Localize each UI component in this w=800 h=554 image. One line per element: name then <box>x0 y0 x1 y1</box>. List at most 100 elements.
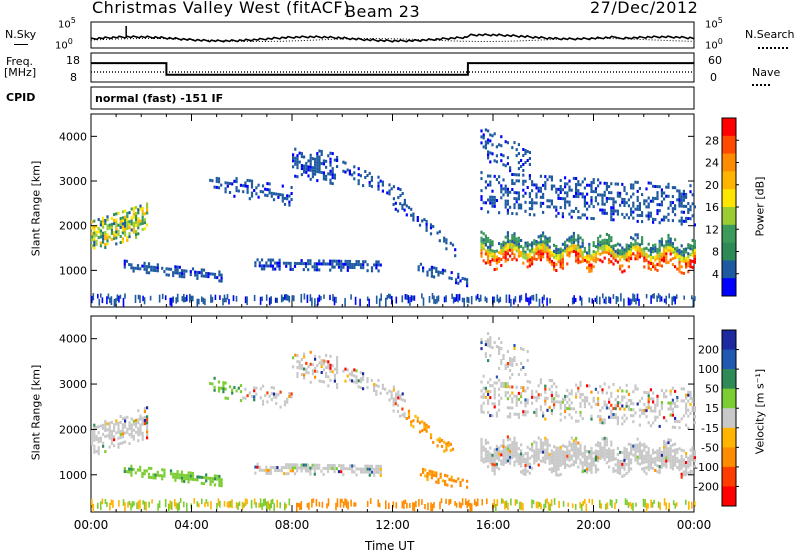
velocity-cell <box>564 463 567 466</box>
ground-scatter-cell <box>645 294 648 299</box>
power-cell <box>429 223 433 227</box>
power-cell <box>630 207 633 211</box>
velocity-colorbar-tick-label: 15 <box>705 402 719 415</box>
velocity-cell <box>689 469 692 473</box>
power-cell <box>489 151 492 155</box>
ground-scatter-velocity-cell <box>284 502 286 511</box>
velocity-cell <box>619 462 622 466</box>
power-cell <box>359 263 363 267</box>
velocity-cell <box>254 465 257 469</box>
ground-scatter-cell <box>694 296 696 301</box>
power-cell <box>561 212 564 216</box>
velocity-cell <box>605 455 608 459</box>
velocity-cell <box>480 380 483 384</box>
power-cell <box>198 271 201 275</box>
power-cell <box>630 183 633 187</box>
velocity-cell <box>647 391 650 395</box>
power-cell <box>535 246 538 249</box>
velocity-cell <box>351 373 354 377</box>
power-cell <box>671 251 674 255</box>
velocity-cell <box>268 394 271 398</box>
power-cell <box>619 249 622 253</box>
ground-scatter-cell <box>531 295 533 300</box>
ground-scatter-velocity-cell <box>148 501 150 508</box>
power-cell <box>331 182 334 186</box>
velocity-cell <box>93 435 96 439</box>
ground-scatter-cell <box>329 294 331 301</box>
velocity-cell <box>296 375 299 379</box>
power-colorbar-swatch <box>722 135 736 155</box>
power-cell <box>93 240 96 244</box>
power-cell <box>315 262 319 266</box>
power-cell <box>325 174 328 178</box>
velocity-cell <box>205 476 208 480</box>
power-cell <box>610 206 613 210</box>
velocity-cell <box>438 437 441 441</box>
power-cell <box>533 213 536 217</box>
power-cell <box>373 263 376 267</box>
power-cell <box>150 268 153 272</box>
velocity-cell <box>528 465 531 469</box>
ground-scatter-velocity-cell <box>271 498 274 504</box>
velocity-cell <box>605 391 608 395</box>
ground-scatter-cell <box>318 294 321 302</box>
power-cell <box>132 221 135 225</box>
velocity-cell <box>643 466 646 470</box>
power-cell <box>145 268 148 272</box>
power-cell <box>526 241 529 245</box>
ground-scatter-velocity-cell <box>544 499 547 508</box>
ground-scatter-velocity-cell <box>659 502 661 511</box>
ground-scatter-velocity-cell <box>553 498 556 505</box>
power-cell <box>441 271 444 275</box>
velocity-cell <box>222 390 225 394</box>
power-cell <box>313 268 316 272</box>
velocity-cell <box>270 386 273 390</box>
power-cell <box>115 218 118 222</box>
velocity-cell <box>689 457 692 461</box>
velocity-cell <box>121 432 124 436</box>
power-cell <box>583 177 586 181</box>
power-cell <box>634 248 637 252</box>
velocity-cell <box>522 410 525 414</box>
power-cell <box>570 215 573 219</box>
velocity-cell <box>513 451 516 455</box>
velocity-cell <box>300 358 303 361</box>
velocity-cell <box>113 438 116 442</box>
power-cell <box>583 198 586 202</box>
power-cell <box>577 216 580 220</box>
velocity-cell <box>211 382 214 386</box>
ground-scatter-velocity-cell <box>439 501 441 510</box>
velocity-cell <box>546 453 549 457</box>
power-cell <box>630 210 633 214</box>
power-cell <box>315 268 319 272</box>
power-cell <box>515 212 518 216</box>
power-cell <box>550 262 553 266</box>
ground-scatter-cell <box>579 295 581 301</box>
power-cell <box>320 262 323 266</box>
power-cell <box>506 156 509 160</box>
power-cell <box>316 179 319 183</box>
ground-scatter-cell <box>657 293 660 299</box>
power-cell <box>489 183 492 187</box>
velocity-cell <box>292 356 295 360</box>
velocity-cell <box>546 456 549 460</box>
power-cell <box>517 236 520 240</box>
power-cell <box>228 191 232 194</box>
power-cell <box>623 186 626 189</box>
power-cell <box>454 254 457 258</box>
velocity-cell <box>537 436 540 440</box>
velocity-cell <box>137 409 140 413</box>
velocity-cell <box>656 394 659 398</box>
ground-scatter-cell <box>651 294 654 299</box>
ground-scatter-velocity-cell <box>532 500 535 505</box>
velocity-cell <box>579 395 582 399</box>
velocity-cell <box>603 442 606 446</box>
power-cell <box>517 179 520 183</box>
power-cell <box>183 272 186 276</box>
power-cell <box>656 203 659 207</box>
velocity-cell <box>511 361 514 364</box>
power-cell <box>588 251 591 255</box>
power-cell <box>627 198 630 202</box>
velocity-cell <box>520 386 523 390</box>
power-cell <box>266 194 269 198</box>
